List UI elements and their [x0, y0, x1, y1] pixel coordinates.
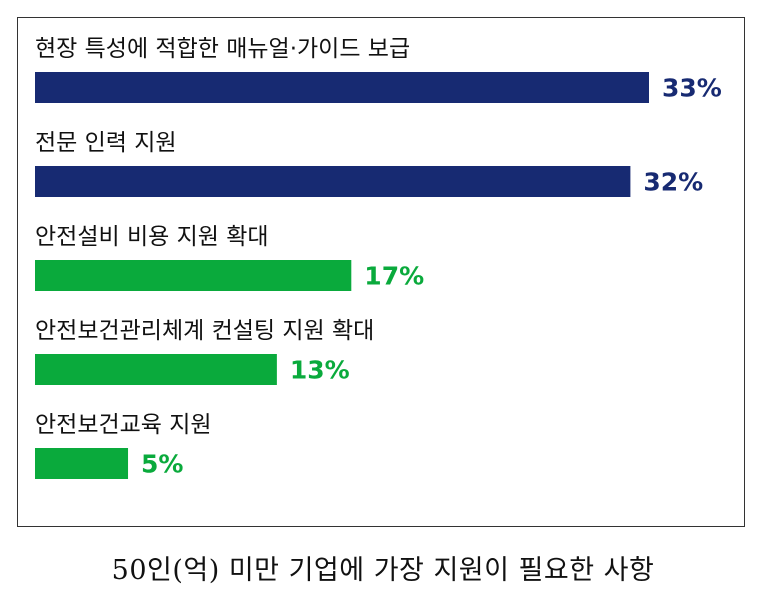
category-label: 안전보건교육 지원 [35, 412, 212, 438]
bar [35, 260, 352, 291]
bar [35, 166, 631, 197]
category-label: 안전보건관리체계 컨설팅 지원 확대 [35, 318, 374, 344]
value-label: 5% [141, 450, 183, 479]
category-label: 전문 인력 지원 [35, 130, 177, 156]
chart-caption: 50인(억) 미만 기업에 가장 지원이 필요한 사항 [111, 555, 655, 586]
bar-chart: 현장 특성에 적합한 매뉴얼·가이드 보급 33% 전문 인력 지원 32% 안전설비 … [35, 36, 722, 479]
category-label: 현장 특성에 적합한 매뉴얼·가이드 보급 [35, 36, 410, 62]
value-label: 17% [364, 262, 424, 291]
bar [35, 354, 277, 385]
bar [35, 448, 129, 479]
value-label: 32% [643, 168, 703, 197]
value-label: 13% [290, 356, 350, 385]
value-label: 33% [662, 74, 722, 103]
bar [35, 72, 649, 103]
chart-frame: 현장 특성에 적합한 매뉴얼·가이드 보급 33% 전문 인력 지원 32% 안전설비 … [17, 17, 745, 527]
category-label: 안전설비 비용 지원 확대 [35, 224, 269, 250]
